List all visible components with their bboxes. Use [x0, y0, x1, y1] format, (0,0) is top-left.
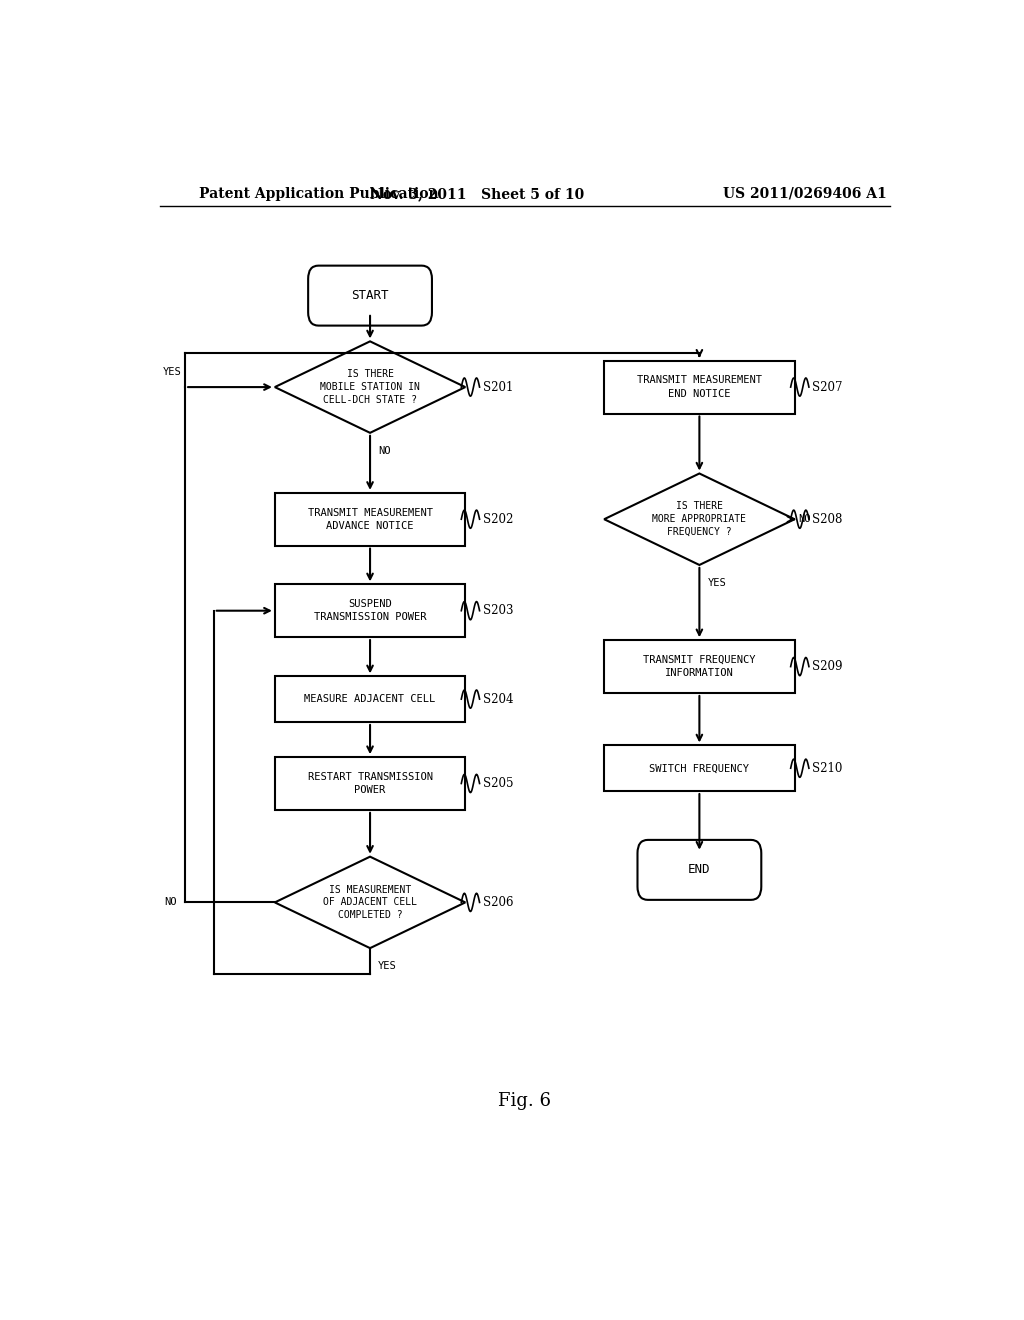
- Bar: [274, 585, 465, 638]
- Text: S202: S202: [482, 512, 513, 525]
- Text: S209: S209: [812, 660, 843, 673]
- Text: NO: NO: [165, 898, 177, 907]
- Text: SWITCH FREQUENCY: SWITCH FREQUENCY: [649, 763, 750, 774]
- FancyBboxPatch shape: [638, 840, 761, 900]
- Text: END: END: [688, 863, 711, 876]
- Text: NO: NO: [799, 515, 811, 524]
- Text: S201: S201: [482, 380, 513, 393]
- Bar: [604, 746, 795, 791]
- Bar: [274, 492, 465, 545]
- Polygon shape: [274, 857, 465, 948]
- Text: YES: YES: [378, 961, 396, 972]
- Text: Fig. 6: Fig. 6: [499, 1092, 551, 1110]
- Polygon shape: [604, 474, 795, 565]
- Text: TRANSMIT MEASUREMENT
ADVANCE NOTICE: TRANSMIT MEASUREMENT ADVANCE NOTICE: [307, 508, 432, 531]
- Text: IS THERE
MORE APPROPRIATE
FREQUENCY ?: IS THERE MORE APPROPRIATE FREQUENCY ?: [652, 502, 746, 537]
- Text: S203: S203: [482, 605, 513, 618]
- Text: Patent Application Publication: Patent Application Publication: [200, 187, 439, 201]
- Text: S208: S208: [812, 512, 843, 525]
- Text: S205: S205: [482, 777, 513, 789]
- Text: YES: YES: [163, 367, 181, 376]
- Text: TRANSMIT FREQUENCY
INFORMATION: TRANSMIT FREQUENCY INFORMATION: [643, 655, 756, 678]
- Text: MEASURE ADJACENT CELL: MEASURE ADJACENT CELL: [304, 694, 435, 704]
- Text: S206: S206: [482, 896, 513, 909]
- Text: S210: S210: [812, 762, 843, 775]
- Text: IS MEASUREMENT
OF ADJACENT CELL
COMPLETED ?: IS MEASUREMENT OF ADJACENT CELL COMPLETE…: [323, 884, 417, 920]
- Text: Nov. 3, 2011   Sheet 5 of 10: Nov. 3, 2011 Sheet 5 of 10: [370, 187, 585, 201]
- Bar: [604, 360, 795, 413]
- Text: SUSPEND
TRANSMISSION POWER: SUSPEND TRANSMISSION POWER: [313, 599, 426, 622]
- Polygon shape: [274, 342, 465, 433]
- Text: S204: S204: [482, 693, 513, 706]
- FancyBboxPatch shape: [308, 265, 432, 326]
- Bar: [274, 676, 465, 722]
- Text: RESTART TRANSMISSION
POWER: RESTART TRANSMISSION POWER: [307, 772, 432, 795]
- Bar: [604, 640, 795, 693]
- Text: US 2011/0269406 A1: US 2011/0269406 A1: [723, 187, 887, 201]
- Text: TRANSMIT MEASUREMENT
END NOTICE: TRANSMIT MEASUREMENT END NOTICE: [637, 375, 762, 399]
- Text: YES: YES: [708, 578, 726, 589]
- Bar: [274, 758, 465, 810]
- Text: S207: S207: [812, 380, 843, 393]
- Text: START: START: [351, 289, 389, 302]
- Text: NO: NO: [378, 446, 390, 457]
- Text: IS THERE
MOBILE STATION IN
CELL-DCH STATE ?: IS THERE MOBILE STATION IN CELL-DCH STAT…: [321, 370, 420, 405]
